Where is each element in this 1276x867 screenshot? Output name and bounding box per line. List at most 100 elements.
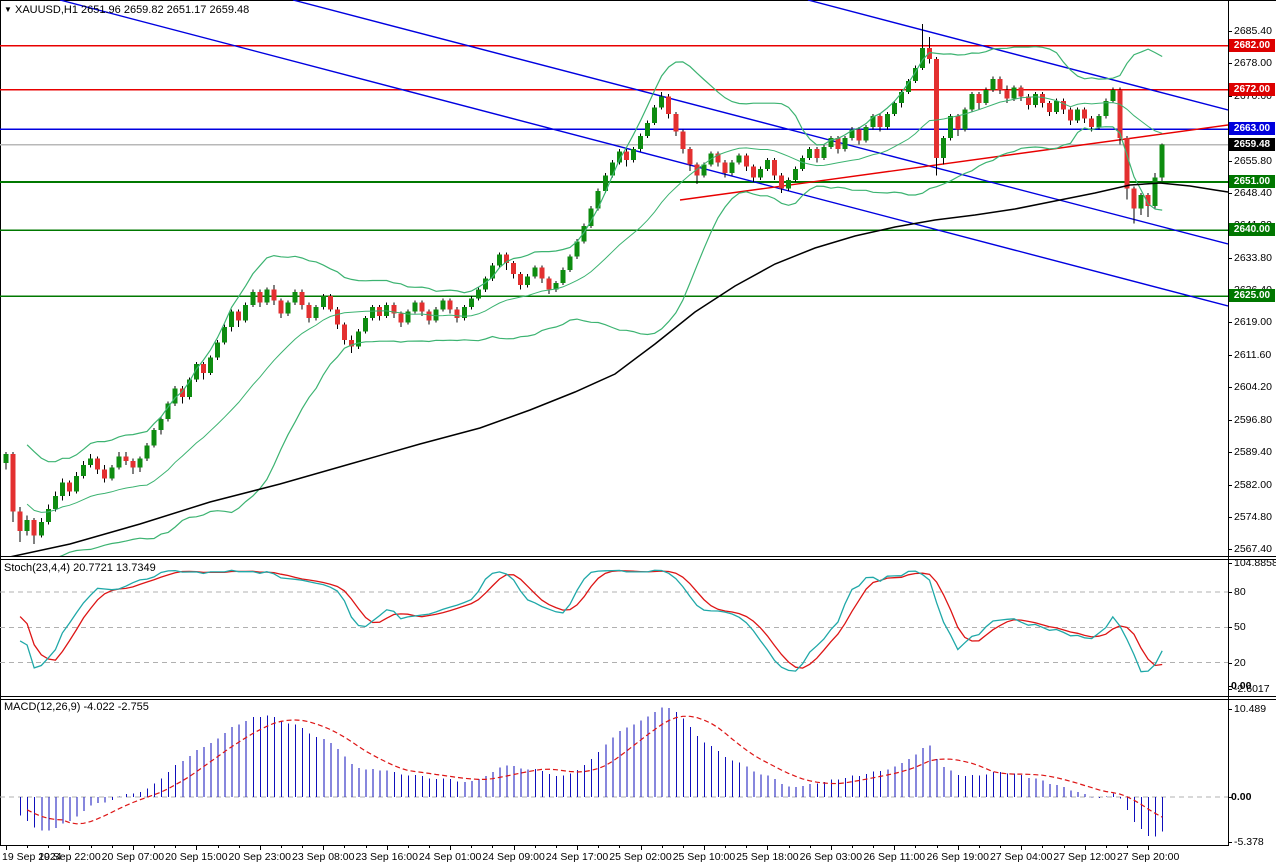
time-axis-major-tick xyxy=(132,846,134,850)
time-label: 20 Sep 23:00 xyxy=(228,851,292,863)
price-axis-tick xyxy=(1229,387,1232,389)
divider-stoch-macd-2 xyxy=(0,699,1276,700)
time-axis-major-tick xyxy=(196,846,198,850)
time-label: 26 Sep 03:00 xyxy=(799,851,863,863)
time-label: 26 Sep 11:00 xyxy=(863,851,926,863)
stoch-axis-label: 80 xyxy=(1234,586,1246,599)
stoch-axis-tick xyxy=(1229,627,1232,629)
divider-stoch-macd[interactable] xyxy=(0,696,1276,697)
time-axis-major-tick xyxy=(450,846,452,850)
time-axis-major-tick xyxy=(6,846,7,850)
symbol-timeframe-label: XAUUSD,H1 xyxy=(14,4,78,16)
current-price-badge: 2659.48 xyxy=(1229,137,1275,151)
price-axis-tick xyxy=(1229,419,1232,421)
time-axis-minor-tick xyxy=(936,846,938,848)
price-axis-tick xyxy=(1229,484,1232,486)
time-axis-minor-tick xyxy=(90,846,92,848)
time-axis-minor-tick xyxy=(978,846,980,848)
price-tick-label: 2648.40 xyxy=(1234,187,1272,200)
time-axis-minor-tick xyxy=(302,846,304,848)
divider-main-stoch[interactable] xyxy=(0,556,1276,557)
symbol-dropdown-icon: ▼ xyxy=(4,5,12,14)
macd-axis-label: -5.378 xyxy=(1234,836,1264,849)
time-label: 19 Sep 22:00 xyxy=(38,851,101,863)
time-label: 24 Sep 09:00 xyxy=(482,851,545,863)
price-tick-label: 2582.00 xyxy=(1234,478,1272,491)
time-axis-minor-tick xyxy=(471,846,473,848)
price-axis-tick xyxy=(1229,257,1232,259)
stoch-axis-label: 0.00 xyxy=(1231,679,1252,692)
time-label: 25 Sep 10:00 xyxy=(672,851,736,863)
time-axis-minor-tick xyxy=(217,846,219,848)
price-tick-label: 2678.00 xyxy=(1234,57,1272,70)
time-axis-major-tick xyxy=(69,846,71,850)
time-axis-major-tick xyxy=(1148,846,1150,850)
time-axis-major-tick xyxy=(703,846,705,850)
macd-axis-tick xyxy=(1229,842,1232,844)
price-axis-tick xyxy=(1229,193,1232,195)
price-axis-tick xyxy=(1229,549,1232,551)
price-axis-tick xyxy=(1229,516,1232,518)
price-level-badge: 2640.00 xyxy=(1229,223,1275,237)
price-level-badge: 2672.00 xyxy=(1229,82,1275,96)
stoch-signal-line xyxy=(19,570,1163,669)
bollinger-middle-band xyxy=(26,96,1163,513)
macd-panel-canvas[interactable] xyxy=(0,700,1228,845)
chart-title: ▼ XAUUSD,H1 2651.96 2659.82 2651.17 2659… xyxy=(4,4,249,16)
time-axis-minor-tick xyxy=(555,846,557,848)
time-axis-minor-tick xyxy=(175,846,177,848)
time-axis-minor-tick xyxy=(238,846,240,848)
time-axis-minor-tick xyxy=(154,846,156,848)
stoch-axis-tick xyxy=(1229,689,1232,690)
stoch-axis-label: 50 xyxy=(1234,621,1246,634)
price-tick-label: 2596.80 xyxy=(1234,413,1272,426)
price-axis-tick xyxy=(1229,354,1232,356)
price-level-badge: 2651.00 xyxy=(1229,175,1275,189)
price-tick-label: 2589.40 xyxy=(1234,446,1272,459)
time-label: 26 Sep 19:00 xyxy=(926,851,989,863)
stochastic-panel-canvas[interactable] xyxy=(0,560,1228,696)
time-axis-major-tick xyxy=(1021,846,1023,850)
stochastic-label: Stoch(23,4,4) 20.7721 13.7349 xyxy=(4,562,156,574)
time-axis-minor-tick xyxy=(682,846,684,848)
time-axis-major-tick xyxy=(1084,846,1086,850)
price-tick-label: 2604.20 xyxy=(1234,381,1272,394)
time-axis-minor-tick xyxy=(809,846,811,848)
time-label: 20 Sep 07:00 xyxy=(101,851,165,863)
price-axis-tick xyxy=(1229,95,1232,97)
price-tick-label: 2655.80 xyxy=(1234,154,1272,167)
price-axis-tick xyxy=(1229,322,1232,324)
time-axis-minor-tick xyxy=(1126,846,1128,848)
time-axis-major-tick xyxy=(767,846,769,850)
price-axis[interactable]: 2685.402678.002670.602655.802648.402641.… xyxy=(1228,0,1276,849)
macd-axis-label: 10.489 xyxy=(1234,703,1267,715)
time-label: 23 Sep 16:00 xyxy=(355,851,418,863)
time-label: 24 Sep 01:00 xyxy=(418,851,482,863)
time-label: 19 Sep 2024 xyxy=(2,851,62,863)
price-axis-tick xyxy=(1229,452,1232,454)
time-axis-minor-tick xyxy=(1063,846,1065,848)
macd-name: MACD(12,26,9) xyxy=(4,701,81,713)
stochastic-name: Stoch(23,4,4) xyxy=(4,562,71,574)
price-tick-label: 2685.40 xyxy=(1234,25,1272,37)
blue-trendline-1 xyxy=(59,0,1228,307)
time-axis-minor-tick xyxy=(852,846,853,848)
macd-axis-tick xyxy=(1229,797,1232,798)
stoch-axis-tick xyxy=(1229,662,1232,664)
price-tick-label: 2633.80 xyxy=(1234,251,1272,264)
price-axis-tick xyxy=(1229,160,1232,162)
macd-values: -4.022 -2.755 xyxy=(83,701,149,713)
bollinger-upper-band xyxy=(26,46,1163,463)
bottom-axis-border xyxy=(0,845,1229,846)
slow-ma-line xyxy=(10,182,1228,556)
stoch-axis-label: -2.6017 xyxy=(1234,683,1270,695)
time-axis-major-tick xyxy=(894,846,896,850)
time-axis-major-tick xyxy=(259,846,261,850)
time-label: 20 Sep 15:00 xyxy=(165,851,228,863)
red-trendline-0 xyxy=(679,124,1228,201)
main-chart-canvas[interactable] xyxy=(0,0,1228,556)
macd-axis-tick xyxy=(1229,709,1232,710)
macd-label: MACD(12,26,9) -4.022 -2.755 xyxy=(4,701,149,713)
price-tick-label: 2574.80 xyxy=(1234,510,1272,523)
